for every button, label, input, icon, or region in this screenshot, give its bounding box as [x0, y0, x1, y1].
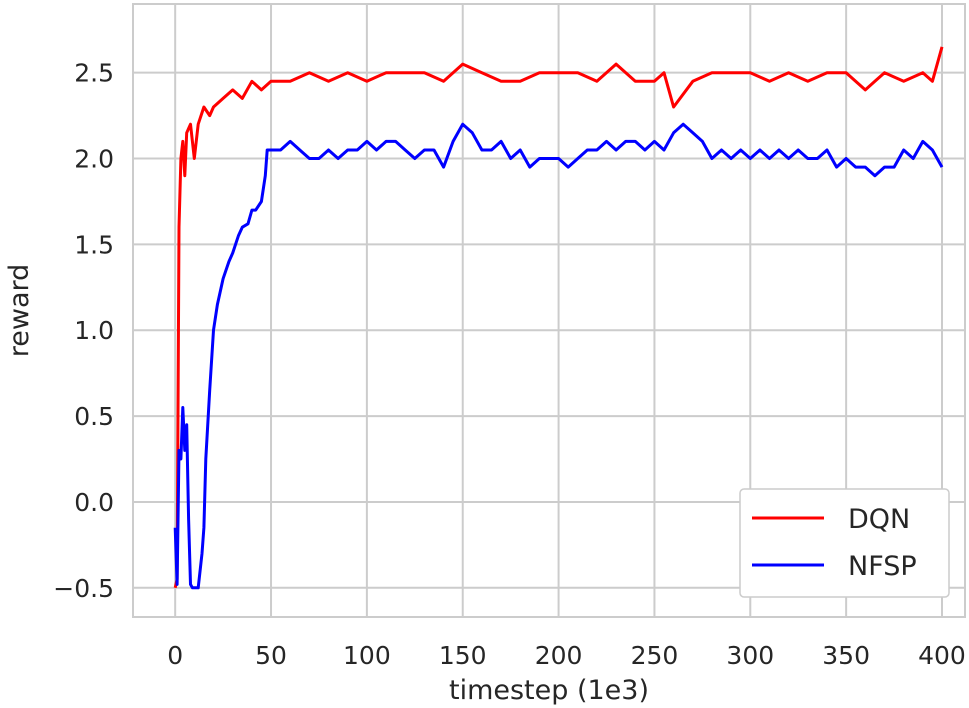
series-line-nfsp: [173, 122, 944, 590]
legend-label-nfsp: NFSP: [848, 551, 917, 582]
x-tick-label: 150: [439, 641, 487, 670]
y-tick-label: 0.0: [74, 488, 114, 517]
y-tick-labels: −0.5 0.0 0.5 1.0 1.5 2.0 2.5: [53, 59, 114, 603]
y-tick-label: −0.5: [53, 574, 114, 603]
y-tick-label: 0.5: [74, 402, 114, 431]
x-axis-label: timestep (1e3): [449, 675, 649, 706]
legend-label-dqn: DQN: [848, 504, 910, 535]
y-tick-label: 1.0: [74, 316, 114, 345]
x-tick-labels: 0 50 100 150 200 250 300 350 400: [167, 641, 966, 670]
legend: DQN NFSP: [739, 488, 950, 598]
series-line-dqn: [173, 46, 944, 589]
x-tick-label: 100: [343, 641, 391, 670]
x-tick-label: 0: [167, 641, 183, 670]
x-tick-label: 50: [255, 641, 287, 670]
grid-lines: [133, 4, 965, 617]
series-layer: [173, 46, 944, 590]
legend-box: [739, 488, 950, 598]
y-tick-label: 2.5: [74, 59, 114, 88]
plot-frame: [132, 3, 966, 618]
x-tick-label: 300: [726, 641, 774, 670]
y-tick-label: 1.5: [74, 230, 114, 259]
y-axis-label: reward: [4, 264, 35, 358]
x-tick-label: 350: [822, 641, 870, 670]
x-tick-label: 250: [631, 641, 679, 670]
x-tick-label: 400: [918, 641, 966, 670]
y-tick-label: 2.0: [74, 145, 114, 174]
x-tick-label: 200: [535, 641, 583, 670]
